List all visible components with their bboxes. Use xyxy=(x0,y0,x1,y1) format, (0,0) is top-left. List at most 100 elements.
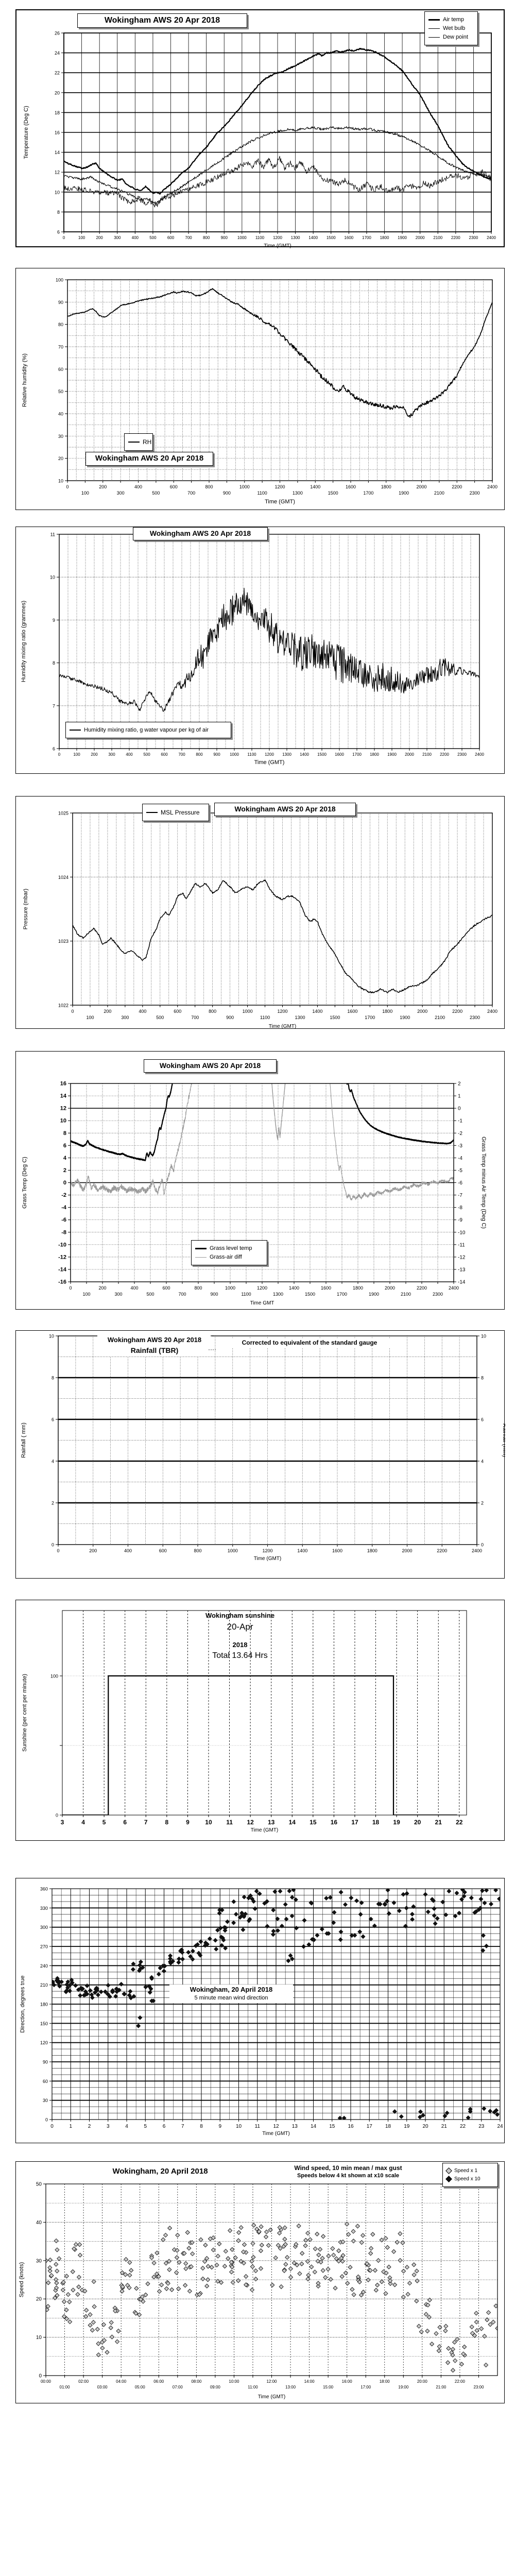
svg-text:Rainfall ( mm): Rainfall ( mm) xyxy=(21,1422,27,1458)
chart-canvas: 0 100 200 300 400 500 600 700 800 900 1000 1100 1200… xyxy=(22,278,497,505)
svg-text:22: 22 xyxy=(55,71,60,76)
svg-text:-3: -3 xyxy=(458,1143,462,1149)
legend-item: Grass level temp xyxy=(195,1245,263,1251)
svg-text:6: 6 xyxy=(52,1417,54,1422)
svg-text:200: 200 xyxy=(104,1009,111,1014)
svg-text:300: 300 xyxy=(117,490,125,496)
svg-text:400: 400 xyxy=(130,1285,138,1291)
chart-canvas: 3 4 5 6 7 8 9 10 11 12 13 14 15 16 17 18 19 20 21 22 Time (G… xyxy=(22,1610,467,1833)
svg-text:2000: 2000 xyxy=(402,1548,412,1553)
svg-text:18:00: 18:00 xyxy=(380,2379,390,2384)
svg-text:0: 0 xyxy=(481,1543,484,1548)
svg-text:2: 2 xyxy=(458,1081,461,1087)
svg-text:Time (GMT): Time (GMT) xyxy=(254,759,285,766)
svg-text:600: 600 xyxy=(167,235,175,240)
svg-text:270: 270 xyxy=(40,1944,48,1950)
legend-item: Air temp xyxy=(428,16,474,23)
chart-panel-air-temperature: 0 100 200 300 400 500 600 700 800 900 1000 1100 1200… xyxy=(15,9,505,249)
legend-item: Dew point xyxy=(428,34,474,40)
svg-text:26: 26 xyxy=(55,31,60,36)
svg-text:2200: 2200 xyxy=(417,1285,427,1291)
svg-text:2: 2 xyxy=(481,1501,484,1506)
legend-item: MSL Pressure xyxy=(146,809,205,816)
svg-text:70: 70 xyxy=(58,345,63,350)
svg-text:1022: 1022 xyxy=(58,1003,68,1008)
svg-text:-1: -1 xyxy=(458,1118,462,1124)
chart-title: Wokingham sunshine 20-Apr 2018 Total 13.64 … xyxy=(160,1611,320,1662)
legend-item: Grass-air diff xyxy=(195,1254,263,1260)
svg-text:10: 10 xyxy=(36,2335,42,2341)
chart-legend: Speed x 1 Speed x 10 xyxy=(442,2163,498,2187)
svg-text:1600: 1600 xyxy=(346,484,356,489)
svg-text:-13: -13 xyxy=(458,1267,466,1273)
svg-text:0: 0 xyxy=(52,1543,54,1548)
chart-canvas: 0 100 200 300 400 500 600 700 800 900 1000 1100 1200… xyxy=(23,31,496,249)
svg-text:40: 40 xyxy=(36,2220,42,2226)
svg-text:1800: 1800 xyxy=(380,235,389,240)
svg-text:1500: 1500 xyxy=(330,1015,340,1020)
chart-canvas: 0 200 400 600 800 1000 1200 1400 1600 1800 2000 220… xyxy=(21,1334,505,1562)
svg-text:8: 8 xyxy=(200,2124,203,2129)
chart-title: Wokingham AWS 20 Apr 2018 xyxy=(214,803,356,816)
svg-text:1000: 1000 xyxy=(239,484,250,489)
svg-text:Time (GMT): Time (GMT) xyxy=(251,1827,279,1833)
svg-text:11: 11 xyxy=(50,532,55,537)
svg-text:13: 13 xyxy=(292,2124,298,2129)
svg-text:600: 600 xyxy=(162,1285,170,1291)
svg-text:20: 20 xyxy=(36,2297,42,2302)
svg-text:1100: 1100 xyxy=(257,490,267,496)
legend-label: Grass level temp xyxy=(210,1245,252,1251)
svg-text:200: 200 xyxy=(89,1548,97,1553)
svg-text:10: 10 xyxy=(55,190,60,195)
svg-text:1400: 1400 xyxy=(310,484,320,489)
svg-text:1700: 1700 xyxy=(362,235,371,240)
svg-text:1200: 1200 xyxy=(273,235,282,240)
overlay-text: – xyxy=(210,1332,214,1339)
svg-text:1025: 1025 xyxy=(58,811,68,816)
svg-text:20:00: 20:00 xyxy=(417,2379,428,2384)
overlay-text: Corrected to equivalent of the standard … xyxy=(242,1339,377,1346)
chart-canvas: 0 100 200 300 400 500 600 700 800 900 1000 1100 1200… xyxy=(23,811,497,1030)
svg-text:10: 10 xyxy=(481,1334,486,1339)
svg-text:4: 4 xyxy=(125,2124,128,2129)
svg-text:2300: 2300 xyxy=(433,1292,443,1297)
svg-text:1300: 1300 xyxy=(295,1015,305,1020)
svg-text:40: 40 xyxy=(58,412,63,417)
svg-text:1024: 1024 xyxy=(58,875,68,880)
svg-text:Time (GMT): Time (GMT) xyxy=(254,1556,282,1562)
svg-text:1000: 1000 xyxy=(237,235,247,240)
svg-text:800: 800 xyxy=(205,484,213,489)
svg-text:-6: -6 xyxy=(61,1217,66,1223)
svg-text:-8: -8 xyxy=(61,1229,66,1235)
overlay-text: Wokingham AWS 20 Apr 2018 xyxy=(95,454,204,463)
svg-text:15: 15 xyxy=(329,2124,335,2129)
svg-text:1700: 1700 xyxy=(365,1015,375,1020)
legend-item: Speed x 1 xyxy=(445,2167,494,2174)
svg-text:16: 16 xyxy=(348,2124,354,2129)
svg-text:8: 8 xyxy=(52,1376,54,1381)
svg-text:100: 100 xyxy=(50,1673,58,1679)
svg-text:Time (GMT): Time (GMT) xyxy=(258,2394,286,2400)
line-sample-icon xyxy=(428,28,440,29)
svg-text:2100: 2100 xyxy=(435,1015,445,1020)
svg-text:7: 7 xyxy=(181,2124,184,2129)
svg-text:330: 330 xyxy=(40,1906,48,1911)
svg-text:50: 50 xyxy=(36,2182,42,2188)
svg-text:800: 800 xyxy=(196,752,203,757)
svg-text:2100: 2100 xyxy=(434,490,444,496)
svg-text:1900: 1900 xyxy=(398,235,407,240)
svg-text:500: 500 xyxy=(149,235,157,240)
svg-text:09:00: 09:00 xyxy=(210,2385,221,2389)
svg-text:200: 200 xyxy=(91,752,98,757)
svg-text:04:00: 04:00 xyxy=(116,2379,127,2384)
svg-text:500: 500 xyxy=(143,752,150,757)
svg-text:360: 360 xyxy=(40,1887,48,1892)
chart-panel-sunshine: 3 4 5 6 7 8 9 10 11 12 13 14 15 16 17 18 19 20 21 22 Time (G… xyxy=(15,1600,505,1841)
svg-text:2000: 2000 xyxy=(417,1009,427,1014)
svg-text:1600: 1600 xyxy=(321,1285,331,1291)
overlay-text: 20-Apr xyxy=(227,1622,253,1632)
svg-text:06:00: 06:00 xyxy=(153,2379,164,2384)
overlay-text: Wokingham AWS 20 Apr 2018 xyxy=(107,1336,202,1344)
svg-text:300: 300 xyxy=(40,1925,48,1930)
svg-text:23:00: 23:00 xyxy=(473,2385,484,2389)
